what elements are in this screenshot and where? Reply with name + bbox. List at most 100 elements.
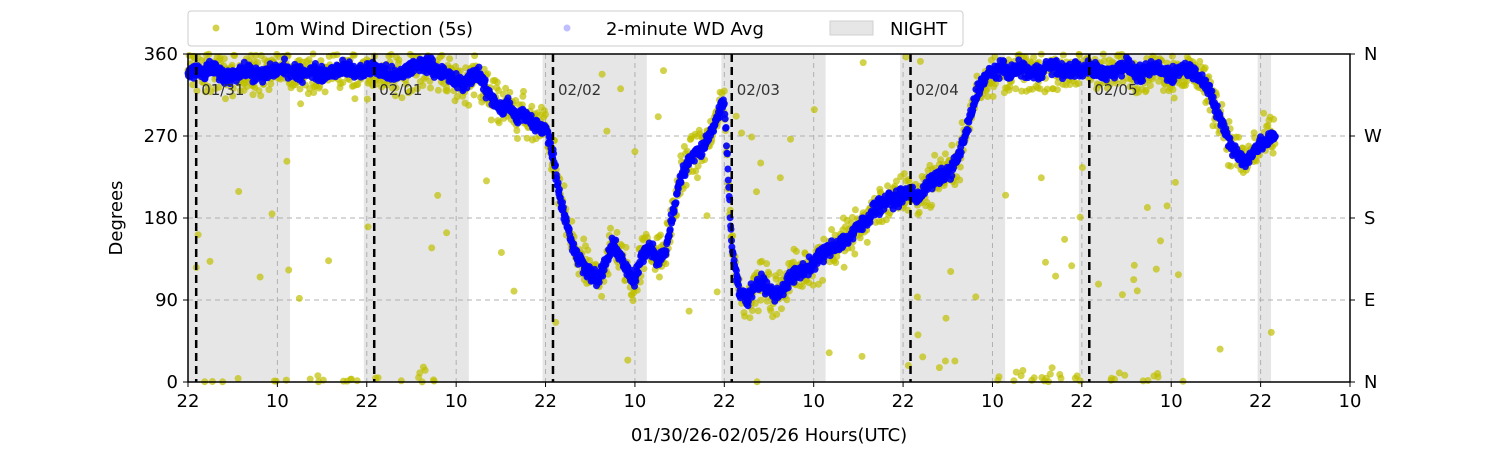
wd-5s-point	[622, 243, 630, 251]
wd-5s-point	[317, 57, 325, 65]
wd-5s-point	[1142, 86, 1150, 94]
wd-5s-point	[972, 293, 980, 301]
wd-5s-point	[321, 88, 329, 96]
wd-2min-point	[735, 281, 743, 289]
wd-5s-point	[951, 357, 959, 365]
legend-label-night: NIGHT	[890, 19, 948, 40]
wd-5s-point	[1196, 57, 1204, 65]
wd-5s-point	[1152, 265, 1160, 273]
wd-5s-point	[776, 269, 784, 276]
wd-5s-point	[1260, 109, 1268, 117]
wd-5s-point	[941, 150, 949, 158]
wd-5s-point	[607, 224, 614, 232]
wd-5s-point	[1019, 367, 1027, 374]
wd-5s-point	[391, 92, 399, 100]
wd-5s-point	[832, 259, 840, 267]
wd-5s-point	[654, 113, 662, 121]
wd-2min-point	[995, 75, 1003, 82]
wd-2min-point	[669, 216, 676, 224]
wd-5s-point	[1126, 83, 1134, 91]
wd-5s-point	[325, 257, 333, 265]
wd-2min-point	[722, 124, 730, 131]
wd-5s-point	[580, 235, 588, 243]
wd-5s-point	[753, 188, 760, 196]
wd-5s-point	[351, 95, 359, 103]
wd-5s-point	[931, 151, 939, 159]
wd-5s-point	[863, 238, 871, 246]
wd-5s-point	[257, 92, 265, 100]
day-label: 02/05	[1094, 81, 1137, 99]
wd-5s-point	[915, 208, 923, 216]
wd-2min-point	[595, 278, 603, 286]
wd-5s-point	[520, 87, 527, 95]
wd-5s-point	[228, 61, 236, 69]
wd-2min-points	[184, 53, 1279, 310]
wd-5s-point	[848, 244, 856, 252]
wd-5s-point	[514, 135, 521, 142]
wd-5s-point	[465, 101, 473, 109]
x-tick-label: 10	[1160, 391, 1183, 412]
wd-5s-point	[434, 191, 442, 199]
y-tick-label: 0	[167, 372, 178, 393]
wd-5s-point	[1227, 162, 1235, 170]
wd-5s-point	[951, 181, 959, 189]
wd-5s-point	[919, 353, 927, 361]
wd-5s-point	[858, 352, 866, 360]
wd-5s-point	[1012, 85, 1020, 93]
wd-5s-point	[495, 119, 503, 127]
wd-5s-point	[222, 95, 229, 103]
wd-5s-point	[720, 87, 728, 95]
wd-5s-point	[859, 59, 867, 67]
x-tick-label: 10	[1339, 391, 1362, 412]
wd-5s-point	[1269, 149, 1277, 157]
wd-2min-point	[734, 275, 742, 283]
wd-5s-point	[773, 310, 781, 318]
wd-2min-point	[1052, 57, 1060, 64]
wd-5s-point	[1121, 371, 1129, 379]
wd-5s-point	[427, 84, 434, 92]
wd-5s-point	[1143, 204, 1151, 211]
day-label: 02/02	[558, 81, 601, 99]
wd-5s-point	[1130, 276, 1138, 284]
wd-5s-point	[306, 375, 314, 383]
wd-5s-point	[629, 297, 637, 305]
legend-marker-night	[829, 20, 874, 36]
legend: 10m Wind Direction (5s) 2-minute WD Avg …	[187, 10, 964, 47]
wd-5s-point	[631, 148, 639, 156]
wd-2min-point	[635, 269, 642, 277]
y-tick-label: 180	[144, 208, 178, 229]
wd-5s-point	[1043, 85, 1051, 93]
wd-5s-point	[624, 356, 632, 364]
wd-5s-point	[1030, 53, 1038, 61]
wd-5s-point	[487, 116, 495, 124]
wd-5s-point	[1115, 369, 1123, 377]
wd-5s-point	[810, 106, 818, 114]
wd-2min-point	[1208, 87, 1216, 95]
wd-5s-point	[215, 83, 223, 91]
wd-5s-point	[1095, 280, 1102, 288]
wd-5s-point	[757, 296, 765, 304]
wd-5s-point	[1030, 374, 1038, 382]
wd-5s-point	[1059, 51, 1067, 59]
wd-5s-point	[229, 92, 237, 100]
legend-box	[187, 10, 964, 47]
y-right-tick-label: S	[1364, 208, 1375, 229]
wd-5s-point	[497, 249, 505, 256]
wd-2min-point	[481, 76, 489, 84]
wd-5s-point	[528, 102, 536, 110]
wd-5s-point	[798, 282, 806, 290]
wd-5s-point	[350, 51, 358, 59]
wd-2min-point	[591, 265, 599, 273]
wd-5s-point	[989, 93, 997, 100]
wd-5s-point	[809, 281, 817, 289]
wd-5s-point	[1130, 261, 1138, 269]
wd-5s-point	[783, 296, 791, 304]
wd-5s-point	[419, 82, 427, 89]
wd-2min-point	[559, 203, 567, 211]
legend-marker-wd2min	[563, 24, 571, 32]
wd-5s-point	[902, 53, 910, 61]
x-tick-label: 22	[534, 391, 557, 412]
wd-2min-point	[1139, 77, 1147, 85]
wd-2min-point	[1213, 102, 1221, 110]
day-markers: 01/31 02/01 02/02 02/03 02/04 02/05	[194, 54, 1138, 382]
